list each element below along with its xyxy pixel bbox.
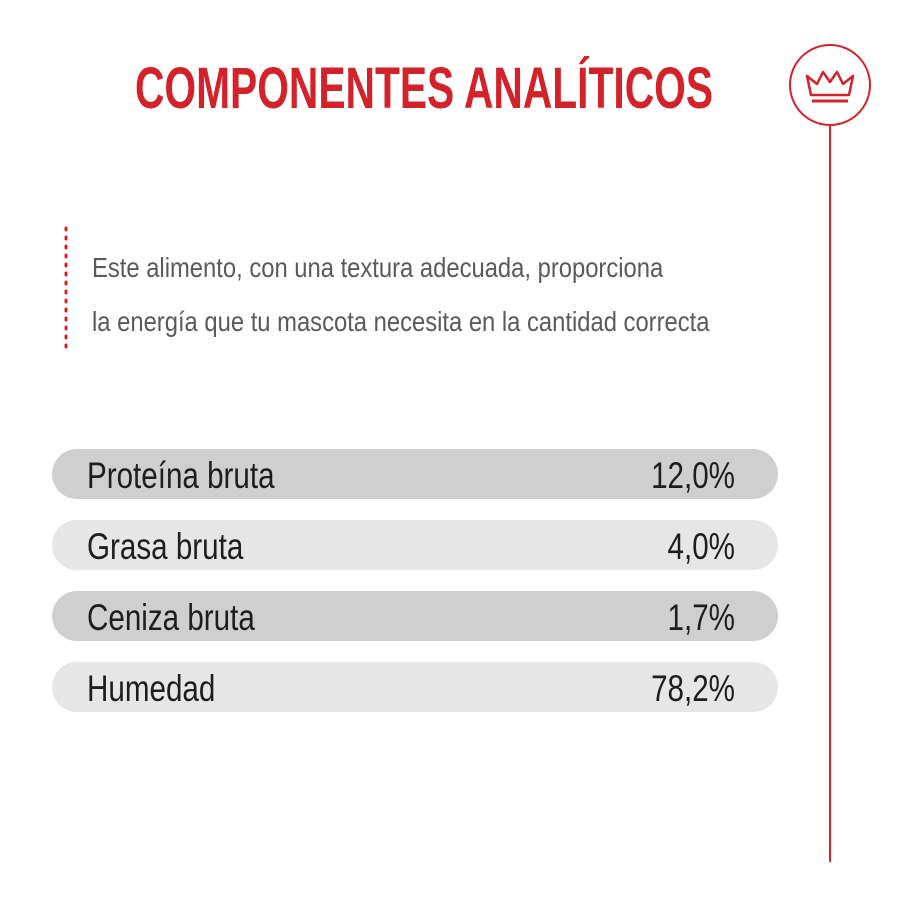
- row-label-group: Humedad: [87, 669, 215, 710]
- row-background: [52, 449, 778, 499]
- table-row: Humedad 78,2%: [52, 662, 778, 712]
- table-row: Proteína bruta 12,0%: [52, 449, 778, 499]
- description-line-group: la energía que tu mascota necesita en la…: [92, 305, 710, 337]
- table: Proteína bruta 12,0% Grasa bruta 4,0% Ceniza…: [52, 449, 778, 712]
- row-value: 4,0%: [668, 527, 735, 568]
- description-line: Este alimento, con una textura adecuada,…: [92, 251, 664, 283]
- row-value-group: 1,7%: [668, 598, 735, 639]
- row-value: 78,2%: [651, 669, 735, 710]
- title: COMPONENTES ANALÍTICOS: [135, 56, 713, 121]
- description-line: la energía que tu mascota necesita en la…: [92, 305, 710, 337]
- row-label-group: Proteína bruta: [87, 456, 275, 497]
- row-label: Proteína bruta: [87, 456, 275, 497]
- row-label: Grasa bruta: [87, 527, 244, 568]
- row-value-group: 4,0%: [668, 527, 735, 568]
- table-row: Ceniza bruta 1,7%: [52, 591, 778, 641]
- row-value: 12,0%: [651, 456, 735, 497]
- brand-badge: [789, 44, 871, 862]
- crown-icon: [805, 70, 855, 97]
- table-row: Grasa bruta 4,0%: [52, 520, 778, 570]
- row-label-group: Ceniza bruta: [87, 598, 255, 639]
- row-value: 1,7%: [668, 598, 735, 639]
- row-background: [52, 591, 778, 641]
- row-label: Humedad: [87, 669, 215, 710]
- row-label: Ceniza bruta: [87, 598, 255, 639]
- row-background: [52, 662, 778, 712]
- description-line-group: Este alimento, con una textura adecuada,…: [92, 251, 664, 283]
- row-label-group: Grasa bruta: [87, 527, 244, 568]
- row-value-group: 78,2%: [651, 669, 735, 710]
- badge-circle: [789, 44, 871, 126]
- row-value-group: 12,0%: [651, 456, 735, 497]
- description: Este alimento, con una textura adecuada,…: [92, 251, 710, 337]
- row-background: [52, 520, 778, 570]
